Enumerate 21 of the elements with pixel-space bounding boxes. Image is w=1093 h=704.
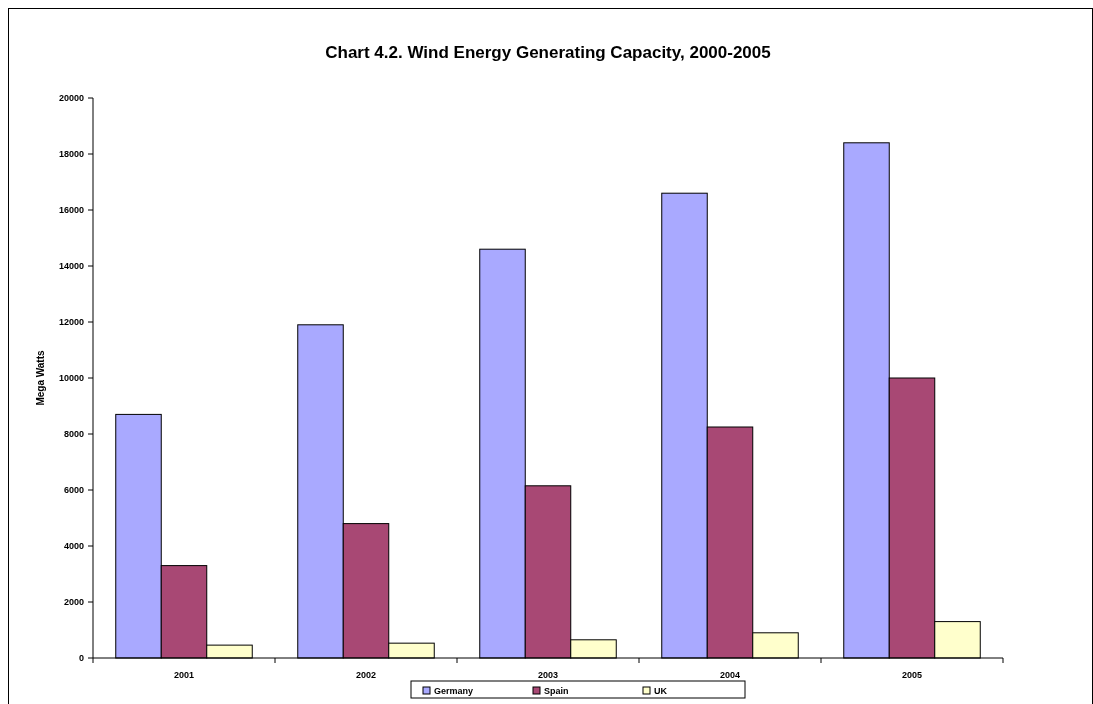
x-tick-label: 2005 bbox=[901, 670, 923, 680]
y-tick-label: 18000 bbox=[58, 149, 84, 160]
legend-label: UK bbox=[654, 686, 668, 697]
y-tick-label: 2000 bbox=[63, 597, 84, 608]
x-tick-label: 2002 bbox=[355, 670, 377, 680]
y-axis-title: Mega Watts bbox=[35, 349, 46, 406]
y-tick-label: 10000 bbox=[58, 373, 84, 384]
legend-label: Spain bbox=[544, 686, 569, 697]
y-tick-label: 20000 bbox=[58, 93, 84, 104]
y-tick-label: 12000 bbox=[58, 317, 84, 328]
y-tick-label: 16000 bbox=[58, 205, 84, 216]
x-tick-label: 2001 bbox=[173, 670, 195, 680]
y-tick-label: 4000 bbox=[63, 541, 84, 552]
y-tick-label: 6000 bbox=[63, 485, 84, 496]
y-tick-label: 8000 bbox=[63, 429, 84, 440]
y-tick-label: 14000 bbox=[58, 261, 84, 272]
y-tick-label: 0 bbox=[78, 653, 84, 664]
legend-label: Germany bbox=[434, 686, 474, 697]
x-tick-label: 2003 bbox=[537, 670, 559, 680]
x-tick-label: 2004 bbox=[719, 670, 741, 680]
chart-title: Chart 4.2. Wind Energy Generating Capacity, 2000-2005 bbox=[325, 43, 771, 62]
